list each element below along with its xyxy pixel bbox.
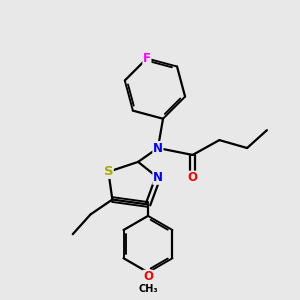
- Text: O: O: [188, 171, 198, 184]
- Text: F: F: [143, 52, 151, 65]
- Text: N: N: [153, 142, 163, 154]
- Text: O: O: [143, 270, 153, 283]
- Text: N: N: [153, 171, 163, 184]
- Text: CH₃: CH₃: [138, 284, 158, 294]
- Text: S: S: [103, 165, 113, 178]
